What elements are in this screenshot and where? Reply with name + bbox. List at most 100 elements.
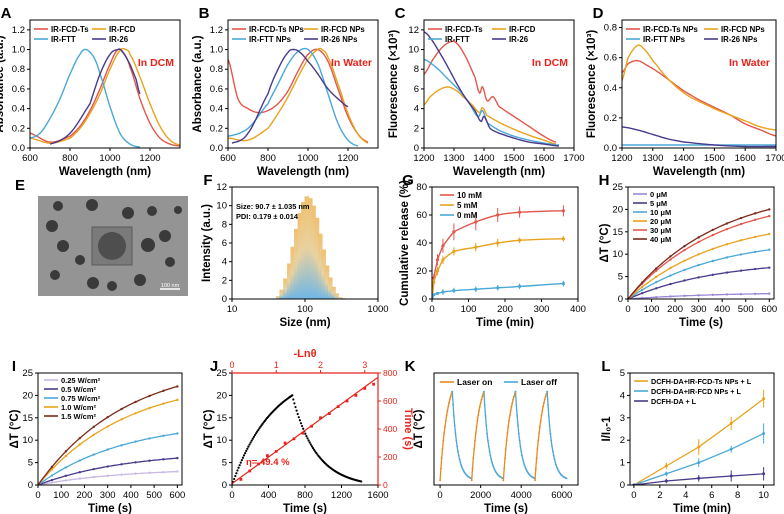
fit-point	[354, 394, 358, 397]
series-line	[424, 58, 560, 146]
x-tick-label: 800	[260, 153, 276, 164]
panel-c: 1200 1300 1400 1500 1600 1700 0 2 4 6 8 10 12 Wavelen…	[388, 5, 585, 178]
data-point	[488, 450, 491, 453]
axis-frame	[431, 186, 579, 300]
x-axis-label: Time (min)	[673, 503, 731, 514]
cooling-point	[313, 448, 316, 451]
data-point	[492, 466, 495, 469]
axis-frame	[29, 19, 181, 149]
data-point	[452, 230, 456, 234]
x-tick-label: 300	[100, 490, 116, 501]
data-point	[441, 258, 445, 262]
panel-f: 10 100 1000 0 2 4 6 8 10 12 Size (nm) Intensity (a.…	[201, 172, 389, 329]
legend-label: IR-FCD-Ts NPs	[249, 25, 305, 34]
medium-annotation: In DCM	[138, 57, 174, 69]
x-tick-label: 500	[146, 490, 162, 501]
legend-label: IR-26	[109, 35, 129, 44]
series-line	[38, 385, 178, 485]
y-tick-label: 0.4	[604, 83, 617, 94]
x-tick-label: 100	[461, 304, 477, 315]
plot-area	[30, 47, 180, 148]
data-point	[753, 235, 757, 239]
fit-line	[232, 376, 378, 485]
data-point	[485, 424, 488, 427]
data-point	[64, 454, 68, 458]
y-tick-label: 10	[216, 435, 227, 446]
data-point	[447, 405, 450, 408]
legend-label: IR-FCD-Ts	[445, 25, 483, 34]
cooling-point	[310, 445, 314, 448]
legend-label: 1.0 W/cm²	[61, 403, 97, 412]
y-tick-label: 5	[222, 458, 227, 469]
data-point	[711, 247, 714, 251]
x-tick-label: 0	[229, 490, 234, 501]
data-point	[697, 461, 701, 465]
x-tick-label: 500	[738, 304, 754, 315]
cooling-point	[293, 402, 296, 405]
y-tick-label: 12	[408, 25, 419, 36]
y-tick-label: 20	[416, 266, 427, 277]
nanoparticle	[86, 199, 98, 211]
data-point	[762, 431, 766, 435]
y-tick-label: 15	[216, 413, 227, 424]
y-tick-label: 1.2	[210, 25, 223, 36]
data-point	[474, 245, 478, 249]
nanoparticle	[53, 201, 63, 211]
heating-point	[252, 435, 255, 438]
x-tick-label: 6000	[551, 490, 572, 501]
data-point	[504, 457, 506, 460]
data-point	[120, 463, 123, 466]
data-point	[461, 468, 464, 471]
x-tick-label: 0	[429, 304, 434, 315]
data-point	[78, 459, 82, 462]
panel-h: 0 100 200 300 400 500 600 0 5 10 15 20 25 Time (s) ΔT …	[599, 172, 778, 329]
medium-annotation: In Water	[331, 57, 372, 69]
y-tick-label: 6	[414, 84, 419, 95]
y-tick-label: 60	[416, 210, 427, 221]
data-point	[92, 475, 95, 479]
data-point	[50, 478, 54, 482]
histogram-bar	[331, 286, 336, 299]
legend-label: 5 μM	[650, 199, 667, 208]
plot-area	[632, 389, 766, 485]
nanoparticle	[87, 277, 99, 289]
y-tick-label: 15	[22, 413, 33, 424]
plot-area	[439, 390, 568, 482]
data-point	[502, 479, 505, 482]
plot-area	[232, 376, 378, 485]
data-point	[162, 470, 165, 474]
histogram-bar	[293, 229, 299, 299]
data-point	[64, 466, 68, 469]
legend-label: IR-FCD-Ts	[51, 25, 89, 34]
y-tick-label: 0.6	[210, 84, 223, 95]
y-tick-label: 0.0	[210, 143, 223, 154]
data-point	[50, 468, 54, 471]
data-point	[516, 415, 519, 417]
data-point	[768, 232, 771, 236]
data-point	[548, 424, 551, 427]
plot-area	[275, 196, 346, 299]
legend-label: IR-FTT	[51, 35, 76, 44]
y-tick-label: 10	[612, 249, 623, 260]
data-point	[683, 244, 686, 248]
fit-point	[327, 412, 331, 415]
x-tick-label: 600	[169, 490, 185, 501]
data-point	[768, 214, 771, 218]
fit-point	[345, 399, 349, 403]
x-tick-label: 100	[297, 304, 313, 315]
histogram-bar	[314, 217, 320, 299]
data-point	[655, 275, 658, 279]
data-point	[162, 389, 165, 393]
x-tick-label: 0	[625, 304, 630, 315]
y-axis-label: ΔT (°C)	[203, 409, 215, 448]
data-point	[480, 398, 483, 401]
data-point	[534, 479, 536, 482]
data-point	[538, 425, 541, 428]
legend-label: 5 mM	[457, 201, 478, 210]
axis-frame	[227, 19, 379, 149]
y-axis-label: I/I₀-1	[601, 416, 613, 442]
x-tick-label: 300	[534, 304, 550, 315]
x-tick-label: 600	[761, 304, 777, 315]
plot-area	[38, 385, 179, 485]
data-point	[449, 395, 452, 398]
